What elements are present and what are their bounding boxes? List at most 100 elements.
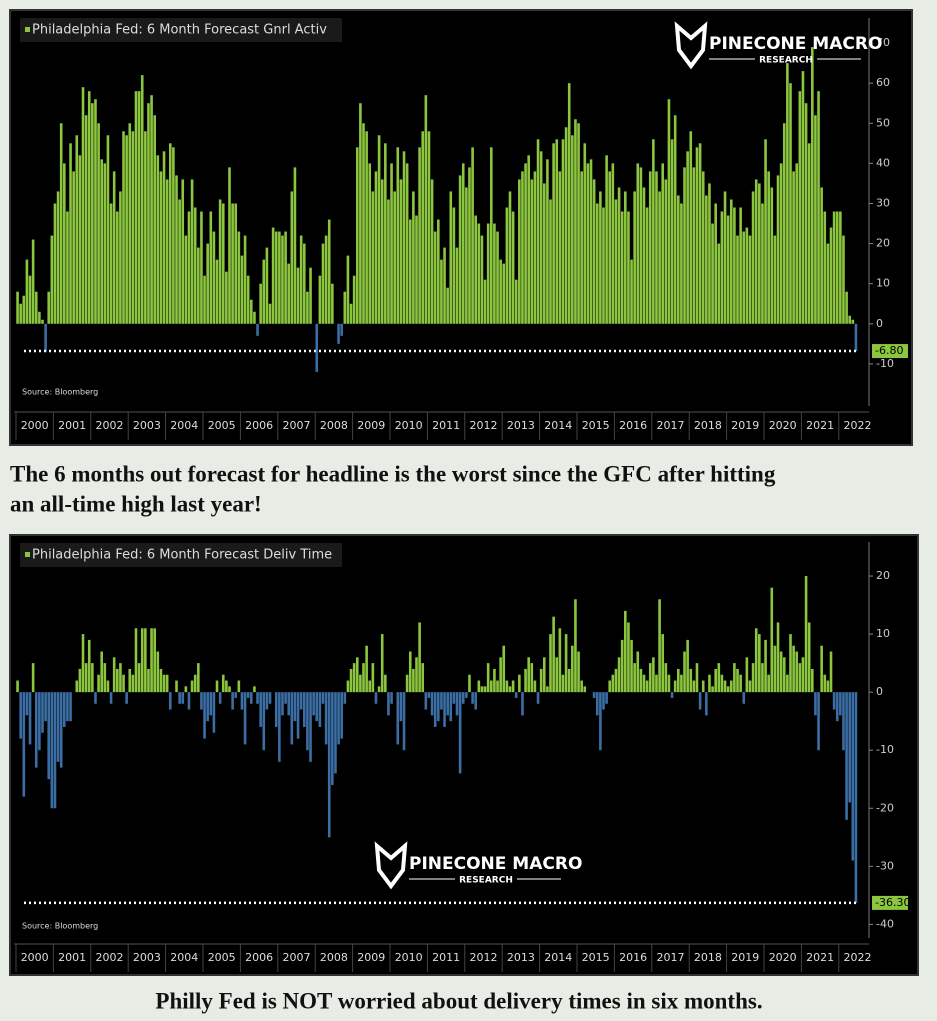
bar — [405, 674, 409, 693]
bar — [31, 663, 35, 693]
bar — [221, 674, 225, 693]
bar — [558, 628, 562, 693]
bar — [592, 179, 596, 324]
bar — [645, 207, 649, 324]
bar — [564, 634, 568, 693]
bar — [402, 692, 406, 751]
bar — [455, 247, 459, 324]
bar — [443, 692, 446, 727]
bar — [664, 179, 668, 324]
bar — [193, 207, 197, 324]
bar — [508, 686, 512, 693]
bar — [430, 179, 434, 324]
last-value-box — [872, 895, 908, 910]
bar — [278, 231, 281, 324]
bar — [346, 680, 350, 693]
bar — [396, 692, 400, 745]
bar — [106, 135, 110, 324]
bar — [256, 692, 259, 704]
x-tick-label: 2014 — [544, 951, 572, 964]
bar — [112, 657, 116, 693]
bar — [639, 668, 643, 693]
bar — [156, 155, 160, 324]
bar — [776, 622, 780, 693]
bar — [159, 171, 163, 324]
bar — [368, 163, 372, 324]
bar — [736, 235, 739, 324]
bar — [268, 303, 272, 324]
bar — [237, 680, 241, 693]
x-tick-label: 2003 — [133, 419, 161, 432]
bar — [767, 171, 770, 324]
bar — [726, 686, 730, 693]
y-tick-label: -20 — [876, 801, 894, 814]
bar — [483, 279, 487, 324]
bar — [673, 115, 677, 324]
bar — [78, 668, 82, 693]
bar — [181, 179, 185, 324]
bar — [200, 692, 203, 710]
x-tick-label: 2021 — [806, 419, 834, 432]
bar — [380, 179, 384, 324]
bar — [184, 686, 188, 693]
bar — [41, 692, 44, 733]
bar — [624, 610, 627, 693]
bar — [807, 143, 811, 324]
bar — [293, 167, 297, 324]
bar — [658, 191, 661, 324]
bar — [315, 323, 319, 372]
bar — [75, 680, 79, 693]
bar — [530, 663, 534, 693]
bar — [221, 203, 225, 324]
bar — [452, 207, 456, 324]
bar — [212, 231, 216, 324]
logo-name: PINECONE MACRO — [709, 34, 882, 54]
bar — [745, 657, 749, 693]
bar — [680, 203, 683, 324]
bar — [580, 680, 583, 693]
bar — [811, 47, 814, 324]
bar — [362, 123, 365, 324]
bar — [461, 163, 465, 324]
bar — [602, 692, 605, 710]
bar — [524, 668, 527, 693]
bar — [47, 291, 51, 324]
bar — [471, 147, 474, 324]
bar — [103, 163, 107, 324]
bar — [109, 692, 113, 704]
bar — [147, 668, 150, 693]
bar — [549, 634, 552, 693]
bar — [293, 692, 297, 722]
bar — [577, 651, 580, 693]
bar — [577, 123, 580, 324]
bar — [599, 191, 602, 324]
legend-box — [20, 18, 342, 42]
bar — [128, 123, 132, 324]
bar — [115, 668, 119, 693]
bar — [41, 319, 44, 324]
x-tick-label: 2011 — [432, 951, 460, 964]
bar — [533, 680, 537, 693]
bar — [405, 163, 409, 324]
bar — [782, 657, 786, 693]
bar — [38, 311, 41, 324]
x-tick-label: 2006 — [245, 419, 273, 432]
bar — [122, 674, 125, 693]
bar — [215, 680, 219, 693]
bar — [493, 668, 496, 693]
bar — [172, 147, 175, 324]
x-tick-label: 2012 — [470, 419, 498, 432]
bar — [53, 203, 57, 324]
bar — [299, 692, 303, 710]
bar — [795, 163, 799, 324]
bar — [839, 692, 842, 716]
bar — [28, 275, 32, 324]
bar — [287, 263, 291, 324]
bar — [739, 207, 742, 324]
bar — [605, 155, 608, 324]
bar — [546, 159, 549, 324]
bar — [206, 692, 209, 722]
bar — [483, 686, 487, 693]
bar — [505, 680, 509, 693]
x-tick-label: 2013 — [507, 951, 535, 964]
